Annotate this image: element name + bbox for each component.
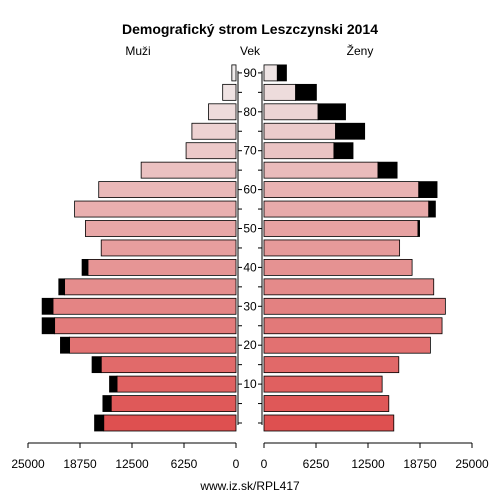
female-bar-age-70 <box>263 142 335 160</box>
right-x-tick-label: 25000 <box>455 457 489 471</box>
male-bar-age-70 <box>185 142 237 160</box>
right-x-tick-label: 12500 <box>351 457 385 471</box>
male-bar-age-35 <box>64 278 237 296</box>
male-excess-age-25 <box>41 317 56 335</box>
female-bar-age-0 <box>263 414 395 432</box>
male-bars <box>41 64 237 432</box>
age-tick-label: 80 <box>243 105 257 119</box>
chart-title: Demografický strom Leszczynski 2014 <box>122 21 378 37</box>
female-bar-age-55 <box>263 200 430 218</box>
age-tick-label: 70 <box>243 144 257 158</box>
female-bar-age-40 <box>263 258 413 276</box>
male-excess-age-10 <box>109 375 118 393</box>
female-bar-age-90 <box>263 64 278 82</box>
male-bar-age-40 <box>87 258 237 276</box>
left-series-label: Muži <box>125 44 150 58</box>
female-bar-age-20 <box>263 336 431 354</box>
female-excess-age-70 <box>333 142 354 160</box>
age-tick-label: 50 <box>243 222 257 236</box>
age-tick-label: 30 <box>243 299 257 313</box>
male-bar-age-15 <box>100 356 237 374</box>
male-excess-age-40 <box>81 258 89 276</box>
male-excess-age-20 <box>60 336 71 354</box>
male-bar-age-0 <box>103 414 237 432</box>
female-bar-age-50 <box>263 220 419 237</box>
female-excess-age-50 <box>417 220 420 237</box>
female-bar-age-15 <box>263 356 400 374</box>
female-bar-age-65 <box>263 161 379 179</box>
left-x-tick-label: 0 <box>233 457 240 471</box>
female-bar-age-45 <box>263 239 401 257</box>
left-x-tick-label: 12500 <box>115 457 149 471</box>
female-excess-age-60 <box>418 181 438 199</box>
male-bar-age-5 <box>110 395 237 412</box>
female-excess-age-65 <box>377 161 398 179</box>
age-axis-label: Vek <box>240 44 261 58</box>
female-excess-age-55 <box>428 200 436 218</box>
male-bar-age-45 <box>100 239 237 257</box>
female-bar-age-85 <box>263 83 297 101</box>
right-series-label: Ženy <box>347 43 374 58</box>
female-excess-age-80 <box>317 103 346 121</box>
left-x-tick-label: 18750 <box>63 457 97 471</box>
female-bar-age-80 <box>263 103 319 121</box>
age-tick-label: 60 <box>243 183 257 197</box>
footer-source: www.iz.sk/RPL417 <box>199 479 300 493</box>
male-bar-age-30 <box>52 297 237 315</box>
male-excess-age-35 <box>58 278 66 296</box>
male-bar-age-85 <box>222 83 237 101</box>
right-x-axis: 0 6250 12500 18750 25000 <box>261 442 489 471</box>
right-x-tick-label: 0 <box>261 457 268 471</box>
female-bar-age-75 <box>263 122 336 140</box>
age-tick-label: 40 <box>243 260 257 274</box>
male-bar-age-20 <box>69 336 237 354</box>
male-bar-age-55 <box>74 200 237 218</box>
female-bar-age-5 <box>263 395 390 412</box>
male-bar-age-80 <box>208 103 237 121</box>
left-x-axis: 0 6250 12500 18750 25000 <box>11 442 240 471</box>
male-excess-age-15 <box>91 356 102 374</box>
male-bar-age-65 <box>140 161 237 179</box>
right-x-tick-label: 18750 <box>403 457 437 471</box>
male-bar-age-50 <box>85 220 237 237</box>
age-tick-label: 90 <box>243 66 257 80</box>
female-bar-age-25 <box>263 317 443 335</box>
age-tick-label: 10 <box>243 377 257 391</box>
left-x-tick-label: 6250 <box>171 457 198 471</box>
male-bar-age-10 <box>116 375 237 393</box>
male-excess-age-0 <box>94 414 105 432</box>
male-bar-age-25 <box>54 317 237 335</box>
male-bar-age-90 <box>231 64 237 82</box>
age-tick-label: 20 <box>243 338 257 352</box>
female-bar-age-60 <box>263 181 420 199</box>
male-excess-age-30 <box>41 297 54 315</box>
age-axis: 10 20 30 40 50 60 70 80 90 <box>237 66 263 425</box>
female-bar-age-10 <box>263 375 383 393</box>
right-x-tick-label: 6250 <box>303 457 330 471</box>
female-bar-age-30 <box>263 297 446 315</box>
left-x-tick-label: 25000 <box>11 457 45 471</box>
female-bar-age-35 <box>263 278 435 296</box>
male-bar-age-75 <box>191 122 237 140</box>
female-bars <box>263 64 446 432</box>
female-excess-age-85 <box>295 83 317 101</box>
female-excess-age-90 <box>276 64 287 82</box>
female-excess-age-75 <box>335 122 366 140</box>
male-bar-age-60 <box>98 181 237 199</box>
male-excess-age-5 <box>102 395 112 412</box>
